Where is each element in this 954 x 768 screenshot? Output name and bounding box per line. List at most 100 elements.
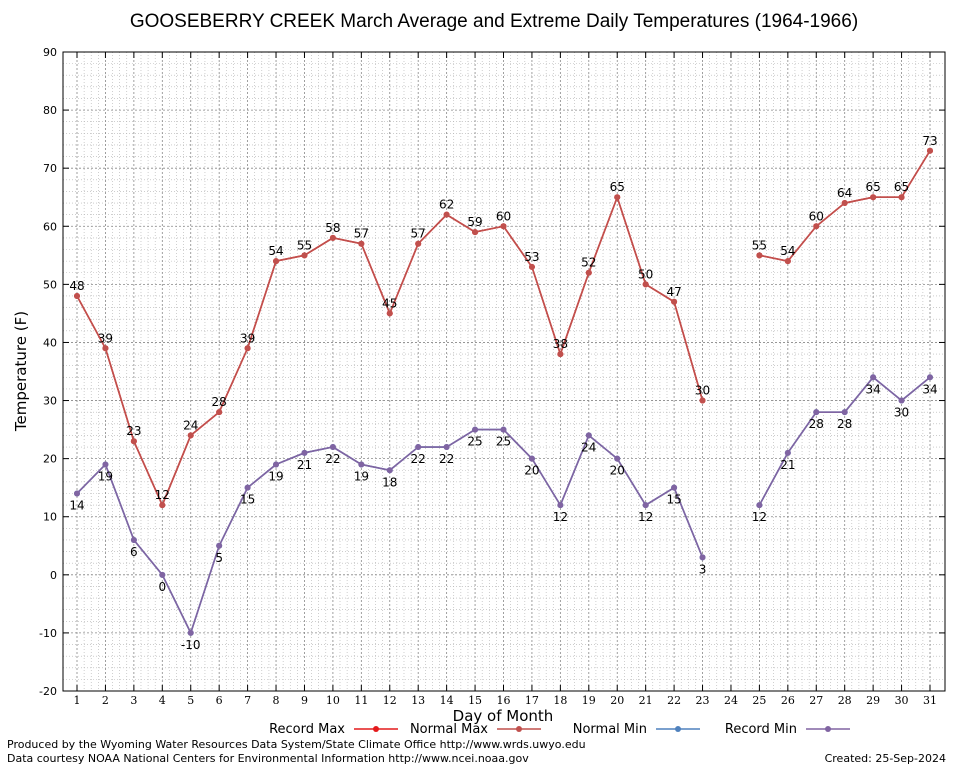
max-data-label: 65	[865, 180, 880, 194]
record-min-point	[756, 502, 763, 509]
record-min-point	[614, 455, 621, 462]
x-tick-label: 30	[895, 694, 909, 707]
x-tick-label: 7	[244, 694, 251, 707]
max-data-label: 39	[240, 331, 255, 345]
x-tick-label: 22	[667, 694, 681, 707]
min-data-label: 28	[809, 417, 824, 431]
x-tick-label: 1	[74, 694, 81, 707]
normal-max-point	[870, 194, 877, 201]
x-tick-label: 16	[497, 694, 511, 707]
normal-max-point	[130, 438, 137, 445]
x-tick-label: 20	[610, 694, 624, 707]
min-data-label: 25	[496, 435, 511, 449]
max-data-label: 65	[610, 180, 625, 194]
min-data-label: 18	[382, 475, 397, 489]
x-tick-label: 9	[301, 694, 308, 707]
min-data-label: 22	[439, 452, 454, 466]
normal-max-point	[927, 147, 933, 154]
min-data-label: 22	[325, 452, 340, 466]
normal-max-point	[756, 252, 763, 259]
normal-max-point	[614, 194, 621, 201]
min-data-label: 21	[780, 458, 795, 472]
record-min-point	[784, 449, 791, 456]
min-data-label: 3	[699, 562, 707, 576]
min-data-label: 12	[752, 510, 767, 524]
record-min-point	[443, 444, 450, 451]
record-min-point	[927, 374, 933, 381]
max-data-label: 50	[638, 267, 653, 281]
normal-max-point	[187, 432, 194, 439]
min-data-label: 19	[268, 469, 283, 483]
normal-max-point	[273, 258, 280, 265]
legend-label-normal-max: Normal Max	[410, 722, 488, 737]
plot-frame	[62, 51, 946, 692]
record-min-point	[386, 467, 393, 474]
x-tick-label: 23	[696, 694, 710, 707]
max-data-label: 65	[894, 180, 909, 194]
min-data-label: 15	[666, 493, 681, 507]
x-tick-label: 8	[273, 694, 280, 707]
x-tick-label: 12	[383, 694, 397, 707]
normal-max-point	[159, 502, 166, 509]
record-min-point	[244, 484, 251, 491]
max-data-label: 59	[467, 215, 482, 229]
max-data-label: 39	[98, 331, 113, 345]
x-tick-label: 3	[130, 694, 137, 707]
max-data-label: 54	[780, 244, 795, 258]
x-tick-label: 14	[440, 694, 454, 707]
max-data-label: 58	[325, 221, 340, 235]
normal-max-point	[699, 397, 706, 404]
normal-max-point	[585, 269, 592, 276]
x-tick-label: 13	[411, 694, 425, 707]
normal-max-point	[102, 345, 109, 352]
legend-label-record-min: Record Min	[725, 722, 797, 737]
min-data-label: 19	[98, 469, 113, 483]
max-data-label: 64	[837, 186, 852, 200]
x-tick-label: 5	[187, 694, 194, 707]
max-data-label: 12	[155, 488, 170, 502]
footer-produced-by: Produced by the Wyoming Water Resources …	[7, 738, 586, 751]
max-data-label: 73	[922, 134, 937, 148]
record-min-point	[528, 455, 535, 462]
normal-max-point	[898, 194, 905, 201]
y-tick-label: 40	[43, 336, 57, 349]
legend-marker-record-min	[825, 726, 831, 732]
min-data-label: 6	[130, 545, 138, 559]
record-min-point	[585, 432, 592, 439]
record-min-point	[130, 536, 137, 543]
max-data-label: 23	[126, 424, 141, 438]
x-tick-label: 25	[752, 694, 766, 707]
legend-marker-normal-min	[675, 726, 681, 732]
x-tick-label: 11	[354, 694, 368, 707]
max-data-label: 38	[553, 337, 568, 351]
record-min-point	[216, 542, 223, 549]
min-data-label: 30	[894, 406, 909, 420]
normal-max-point	[784, 258, 791, 265]
max-data-label: 52	[581, 256, 596, 270]
record-min-point	[557, 502, 564, 509]
chart-title: GOOSEBERRY CREEK March Average and Extre…	[130, 11, 858, 32]
record-min-point	[74, 490, 80, 497]
normal-max-point	[216, 409, 223, 416]
normal-max-point	[301, 252, 308, 259]
min-data-label: 12	[638, 510, 653, 524]
x-tick-label: 17	[525, 694, 539, 707]
normal-max-point	[74, 292, 80, 299]
max-data-label: 47	[666, 285, 681, 299]
record-min-point	[102, 461, 109, 468]
record-min-point	[415, 444, 422, 451]
record-min-point	[187, 629, 194, 636]
footer-created: Created: 25-Sep-2024	[824, 752, 946, 765]
record-min-point	[500, 426, 507, 433]
legend-label-normal-min: Normal Min	[573, 722, 647, 737]
min-data-label: 34	[922, 382, 937, 396]
min-data-label: 0	[158, 580, 166, 594]
x-tick-label: 19	[582, 694, 596, 707]
normal-max-point	[472, 229, 479, 236]
record-min-point	[273, 461, 280, 468]
y-tick-label: 70	[43, 162, 57, 175]
normal-max-point	[244, 345, 251, 352]
normal-max-point	[642, 281, 649, 288]
record-min-point	[699, 554, 706, 561]
